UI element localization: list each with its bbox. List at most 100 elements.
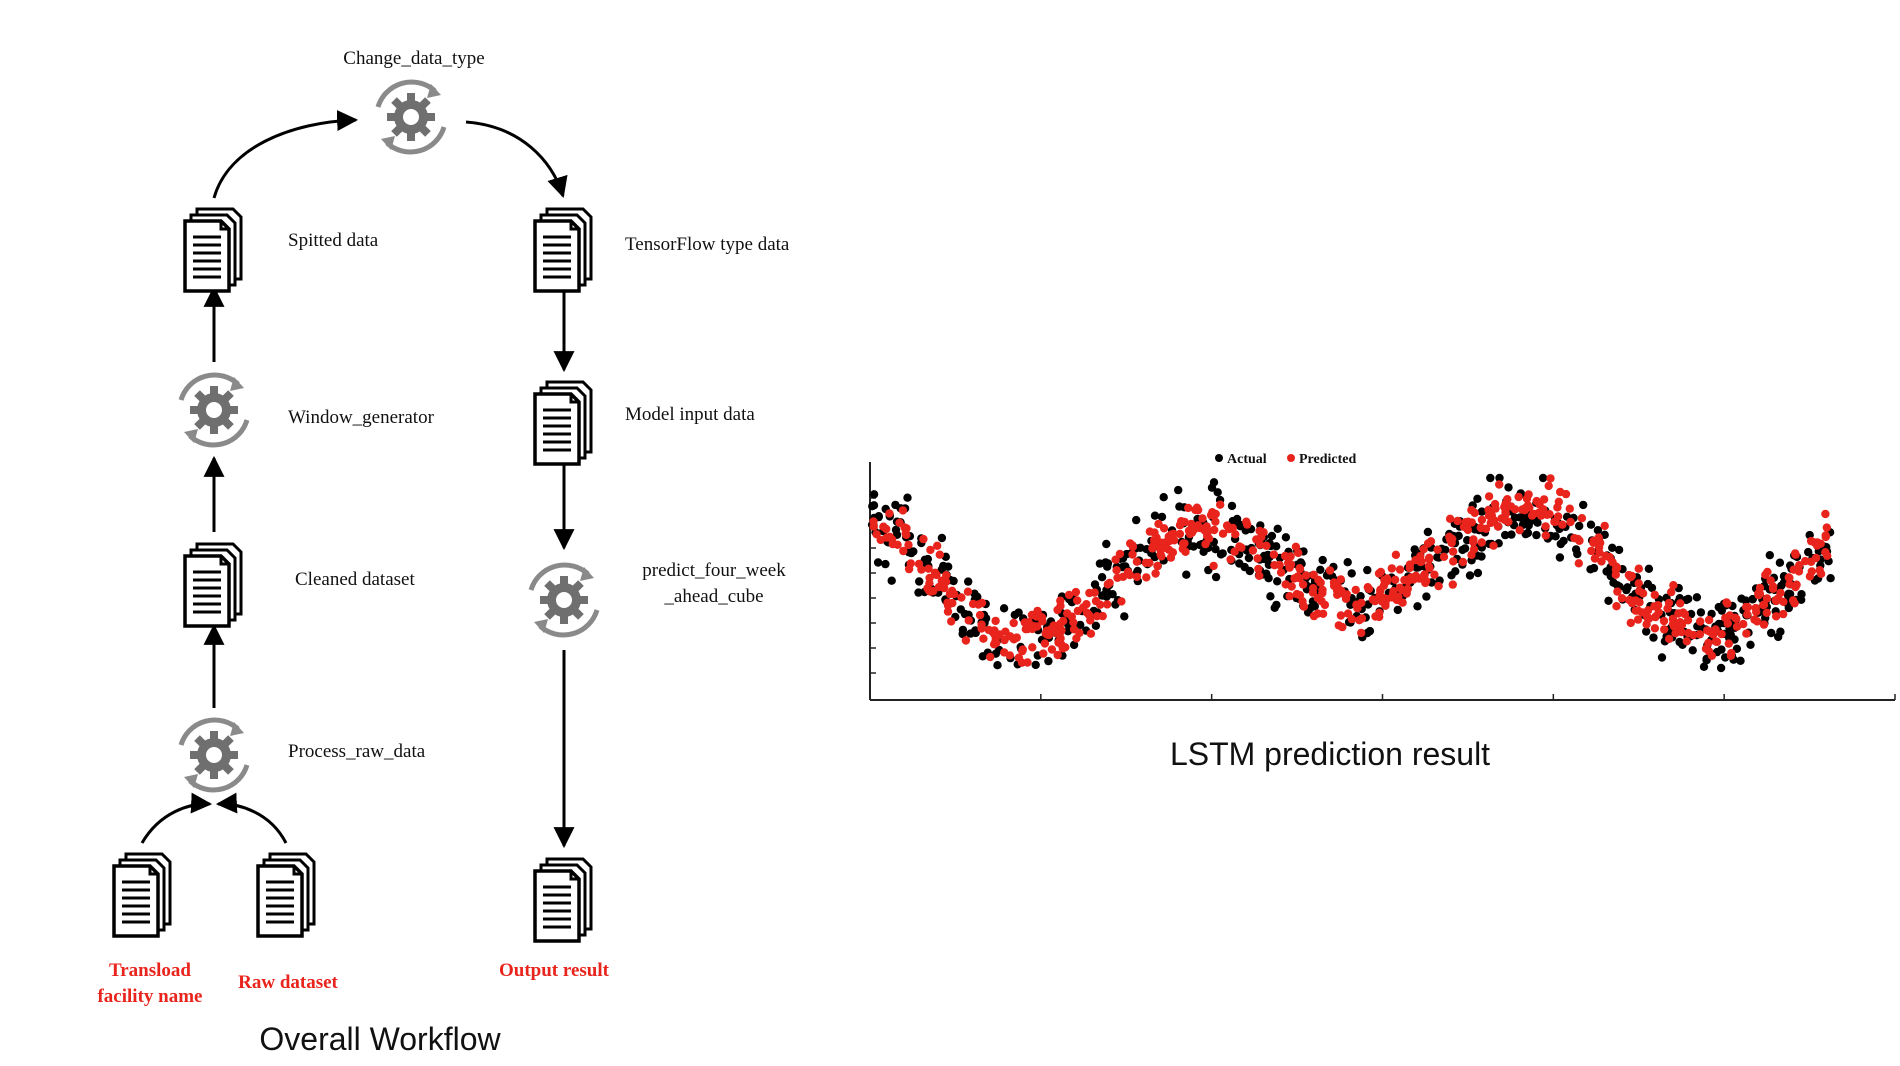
series-predicted-points xyxy=(869,474,1832,667)
scatter-point xyxy=(1281,533,1291,542)
scatter-point xyxy=(1226,555,1235,564)
workflow-caption: Overall Workflow xyxy=(259,1021,501,1057)
scatter-point xyxy=(1378,597,1387,606)
scatter-point xyxy=(1762,608,1772,617)
scatter-point xyxy=(1055,619,1065,629)
scatter-point xyxy=(1486,473,1495,483)
scatter-point xyxy=(1230,547,1239,556)
scatter-point xyxy=(1184,503,1193,513)
scatter-point xyxy=(1206,510,1216,520)
scatter-point xyxy=(1298,580,1308,589)
scatter-point xyxy=(1458,557,1468,567)
gear-cycle-icon xyxy=(181,375,247,445)
scatter-point xyxy=(1416,552,1425,561)
scatter-point xyxy=(1012,633,1021,642)
scatter-point xyxy=(879,522,888,531)
scatter-point xyxy=(943,607,953,616)
scatter-point xyxy=(1309,570,1318,579)
scatter-point xyxy=(949,576,958,586)
scatter-point xyxy=(1601,551,1610,561)
scatter-point xyxy=(1541,531,1551,540)
scatter-point xyxy=(1189,525,1199,535)
scatter-point xyxy=(1550,517,1559,526)
scatter-point xyxy=(1489,541,1498,550)
scatter-point xyxy=(1425,563,1434,573)
scatter-point xyxy=(991,616,1000,626)
scatter-point xyxy=(1767,628,1776,638)
scatter-point xyxy=(1772,596,1781,606)
scatter-point xyxy=(1046,625,1055,634)
scatter-point xyxy=(1009,618,1018,628)
scatter-point xyxy=(1155,538,1165,547)
scatter-point xyxy=(1248,546,1258,555)
scatter-point xyxy=(1132,557,1142,566)
scatter-point xyxy=(1688,646,1697,655)
scatter-point xyxy=(1541,522,1550,531)
scatter-point xyxy=(1633,606,1643,615)
scatter-point xyxy=(1626,572,1635,582)
scatter-point xyxy=(1255,540,1265,549)
scatter-point xyxy=(1216,500,1225,509)
scatter-point xyxy=(1762,594,1772,603)
scatter-point xyxy=(1292,589,1302,599)
scatter-point xyxy=(1676,618,1685,627)
chart-points xyxy=(867,473,1835,673)
scatter-point xyxy=(868,502,877,511)
scatter-point xyxy=(1434,581,1443,591)
scatter-point xyxy=(1503,495,1512,504)
scatter-point xyxy=(1614,545,1624,555)
scatter-point xyxy=(1753,617,1762,626)
scatter-point xyxy=(1686,609,1696,619)
scatter-point xyxy=(1558,520,1567,529)
scatter-point xyxy=(1181,547,1190,556)
scatter-point xyxy=(1028,643,1037,652)
scatter-point xyxy=(1376,567,1386,577)
scatter-point xyxy=(904,540,913,550)
scatter-point xyxy=(1510,513,1520,522)
gear-cycle-icon xyxy=(531,565,597,635)
scatter-point xyxy=(1732,622,1742,631)
scatter-point xyxy=(1398,598,1407,607)
scatter-point xyxy=(1506,502,1516,511)
scatter-point xyxy=(1821,509,1830,519)
scatter-point xyxy=(1210,525,1219,535)
scatter-point xyxy=(1363,565,1372,575)
scatter-point xyxy=(1091,621,1101,630)
scatter-point xyxy=(1647,583,1657,593)
scatter-point xyxy=(1347,569,1356,578)
scatter-point xyxy=(1132,572,1142,582)
scatter-point xyxy=(1387,564,1397,573)
scatter-point xyxy=(1299,602,1309,611)
scatter-point xyxy=(1391,575,1400,584)
scatter-point xyxy=(1175,529,1185,539)
scatter-point xyxy=(1364,584,1374,594)
scatter-point xyxy=(1524,518,1534,527)
scatter-point xyxy=(1447,571,1456,580)
scatter-point xyxy=(1695,630,1705,639)
scatter-point xyxy=(1504,483,1513,492)
scatter-point xyxy=(1423,539,1433,548)
scatter-point xyxy=(1776,588,1785,598)
scatter-point xyxy=(1784,589,1793,598)
scatter-point xyxy=(1742,629,1751,638)
scatter-point xyxy=(932,570,941,580)
scatter-point xyxy=(1164,535,1173,544)
scatter-point xyxy=(1667,587,1676,597)
scatter-point xyxy=(1445,514,1455,523)
scatter-point xyxy=(1555,553,1565,562)
scatter-point xyxy=(1596,538,1605,548)
scatter-point xyxy=(1797,595,1806,604)
scatter-point xyxy=(1120,612,1129,621)
scatter-point xyxy=(1590,554,1600,563)
scatter-point xyxy=(1633,615,1643,624)
scatter-point xyxy=(1473,568,1483,578)
scatter-point xyxy=(1649,633,1658,642)
scatter-point xyxy=(1270,561,1279,570)
scatter-point xyxy=(942,571,951,580)
scatter-point xyxy=(1501,515,1510,525)
scatter-point xyxy=(1316,578,1325,587)
scatter-point xyxy=(1761,570,1770,579)
scatter-point xyxy=(1244,553,1254,563)
scatter-point xyxy=(1804,547,1813,557)
scatter-point xyxy=(1198,514,1207,523)
